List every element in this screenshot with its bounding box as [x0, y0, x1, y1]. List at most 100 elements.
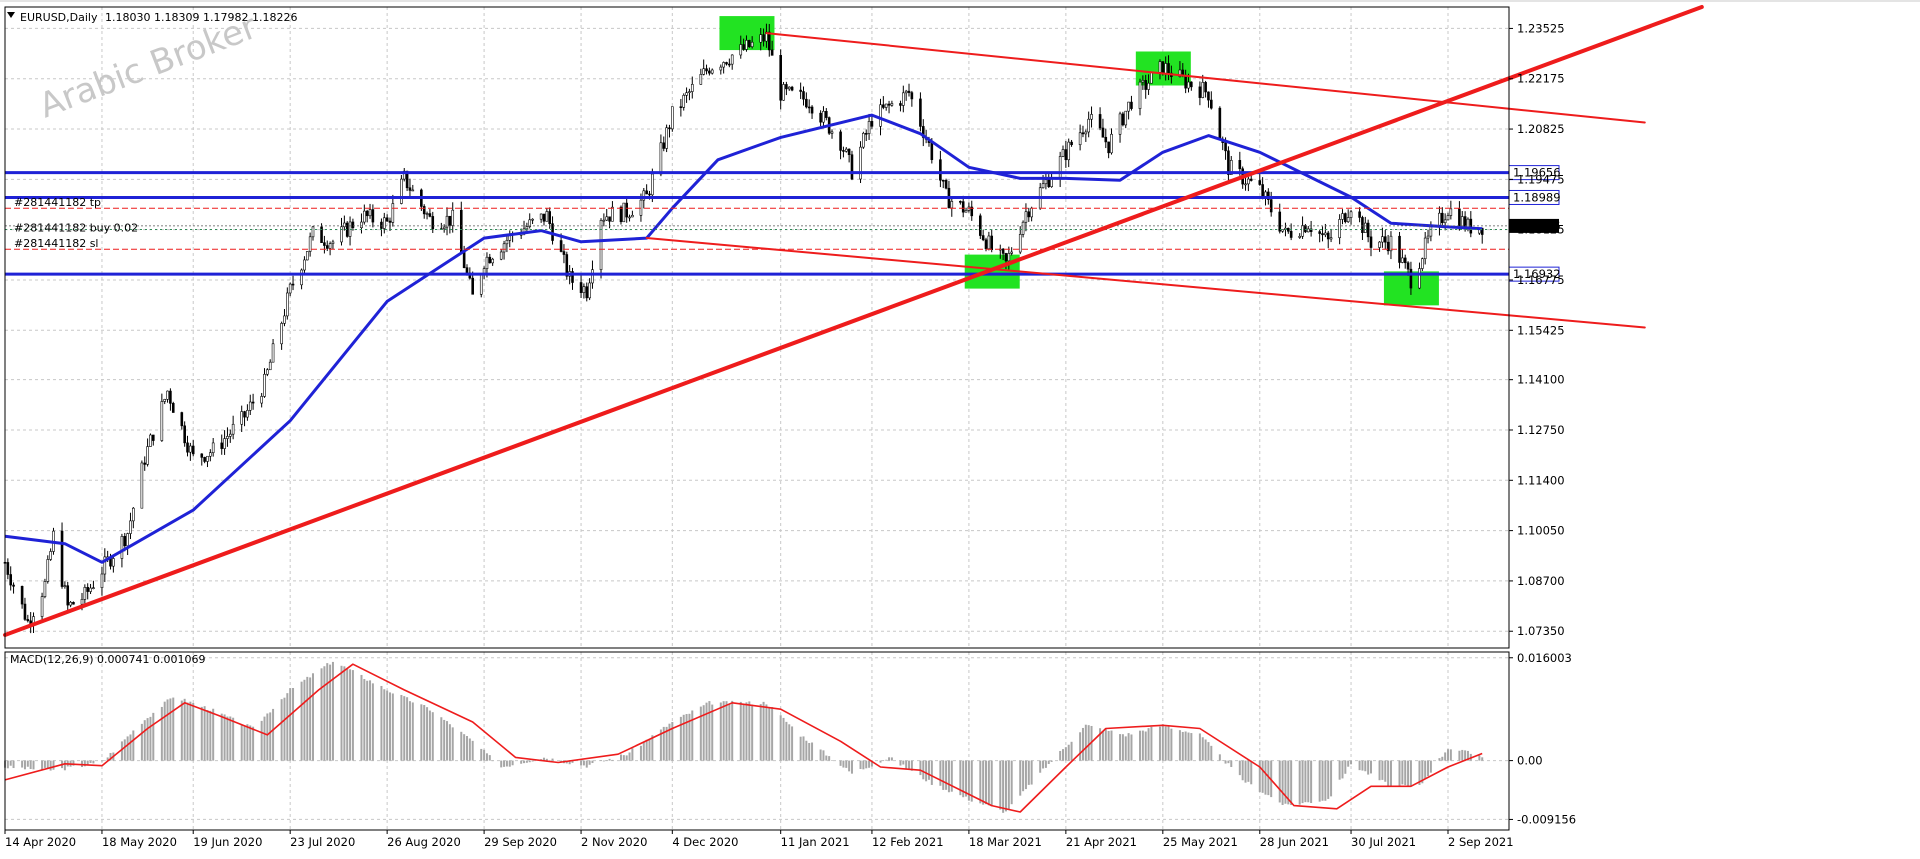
macd-histogram-bar	[1158, 726, 1161, 761]
candle-body	[1249, 178, 1253, 181]
candle-body	[1078, 132, 1082, 146]
candle-body	[770, 49, 774, 56]
macd-histogram-bar	[967, 760, 970, 801]
macd-histogram-bar	[528, 760, 531, 763]
candle-body	[1429, 226, 1433, 237]
candle-body	[1084, 131, 1088, 135]
candle-body	[1301, 225, 1304, 237]
candle-body	[1001, 248, 1005, 254]
macd-histogram-bar	[29, 760, 32, 769]
time-tick-label: 18 May 2020	[102, 835, 177, 849]
candle-body	[1187, 81, 1190, 89]
time-tick-label: 28 Jun 2021	[1260, 835, 1329, 849]
candle-body	[688, 91, 691, 93]
candle-body	[69, 601, 72, 606]
macd-title: MACD(12,26,9) 0.000741 0.001069	[10, 653, 206, 666]
macd-histogram-bar	[1481, 757, 1484, 761]
candle-body	[286, 292, 289, 317]
candle-body	[248, 401, 252, 411]
macd-histogram-bar	[1447, 749, 1449, 761]
collapse-arrow-icon[interactable]	[7, 12, 15, 18]
macd-histogram-bar	[183, 698, 186, 761]
macd-histogram-bar	[1230, 760, 1233, 768]
macd-histogram-bar	[1004, 760, 1007, 812]
candle-body	[491, 258, 494, 264]
macd-histogram-bar	[682, 714, 685, 761]
macd-histogram-bar	[260, 720, 263, 761]
macd-histogram-bar	[21, 760, 24, 768]
macd-histogram-bar	[72, 760, 75, 766]
candle-body	[705, 68, 708, 72]
trend-lines	[3, 5, 1704, 637]
candle-body	[825, 111, 828, 118]
candle-body	[160, 401, 164, 441]
candle-body	[702, 68, 705, 75]
moving-average	[4, 113, 1483, 564]
time-tick-label: 18 Mar 2021	[969, 835, 1042, 849]
candle-body	[305, 251, 309, 261]
current-price-label: 1.18226	[1513, 219, 1561, 233]
macd-histogram-bar	[1310, 760, 1313, 804]
candle-body	[608, 216, 611, 222]
candle-body	[622, 202, 626, 223]
macd-histogram-bar	[1121, 734, 1124, 761]
candle-body	[762, 34, 765, 42]
macd-histogram-bar	[1039, 760, 1042, 773]
macd-histogram-bar	[1438, 758, 1441, 761]
macd-histogram-bar	[1321, 760, 1324, 801]
macd-histogram-bar	[987, 760, 990, 806]
level-price-label: 1.18989	[1513, 190, 1561, 204]
time-axis: 14 Apr 2020 18 May 2020 19 Jun 2020 23 Jul …	[4, 830, 1514, 849]
chart-ohlc: 1.18030 1.18309 1.17982 1.18226	[105, 11, 297, 24]
macd-histogram-bar	[930, 760, 933, 785]
macd-histogram-bar	[711, 704, 714, 761]
macd-histogram-bar	[885, 759, 888, 761]
candle-body	[40, 596, 44, 617]
macd-histogram-bar	[103, 760, 106, 761]
candle-body	[542, 213, 546, 222]
macd-histogram-bar	[340, 665, 343, 761]
macd-histogram-bar	[243, 725, 246, 761]
candle-body	[83, 587, 87, 600]
macd-histogram-bar	[545, 758, 548, 761]
macd-histogram-bar	[779, 715, 782, 761]
macd-histogram-bar	[1047, 760, 1050, 764]
macd-histogram-bar	[585, 760, 588, 768]
macd-histogram-bar	[1087, 725, 1090, 761]
candle-body	[699, 74, 703, 85]
macd-histogram-bar	[888, 757, 891, 761]
candle-body	[408, 187, 412, 191]
candle-body	[1281, 229, 1284, 232]
macd-histogram-bar	[882, 760, 885, 762]
macd-histogram-bar	[1464, 750, 1467, 761]
macd-histogram-bar	[1181, 731, 1184, 761]
macd-histogram-bar	[990, 760, 993, 807]
candle-body	[984, 239, 988, 250]
price-candles	[3, 23, 1484, 634]
time-tick-label: 23 Jul 2020	[290, 835, 355, 849]
candle-body	[448, 215, 452, 226]
candle-body	[1181, 69, 1185, 76]
macd-histogram-bar	[831, 760, 834, 761]
order-line-label: #281441182 buy 0.02	[14, 221, 138, 234]
candle-body	[859, 146, 862, 180]
time-tick-label: 30 Jul 2021	[1351, 835, 1416, 849]
macd-histogram-bar	[465, 736, 468, 761]
candle-body	[323, 242, 326, 246]
macd-histogram-bar	[306, 676, 309, 761]
candle-body	[990, 235, 994, 250]
macd-histogram-bar	[679, 716, 682, 761]
macd-histogram-bar	[600, 760, 603, 761]
macd-histogram-bar	[705, 702, 708, 761]
candle-body	[360, 221, 363, 228]
candle-body	[790, 86, 794, 91]
candle-body	[799, 89, 802, 92]
price-tick-label: 1.18125	[1517, 223, 1565, 237]
macd-histogram-bar	[1278, 760, 1281, 803]
macd-histogram-bar	[1070, 741, 1073, 761]
macd-histogram-bar	[428, 710, 431, 761]
macd-histogram-bar	[1184, 731, 1187, 761]
candle-body	[23, 603, 27, 620]
macd-histogram-bar	[905, 760, 908, 769]
macd-histogram-bar	[52, 760, 55, 770]
